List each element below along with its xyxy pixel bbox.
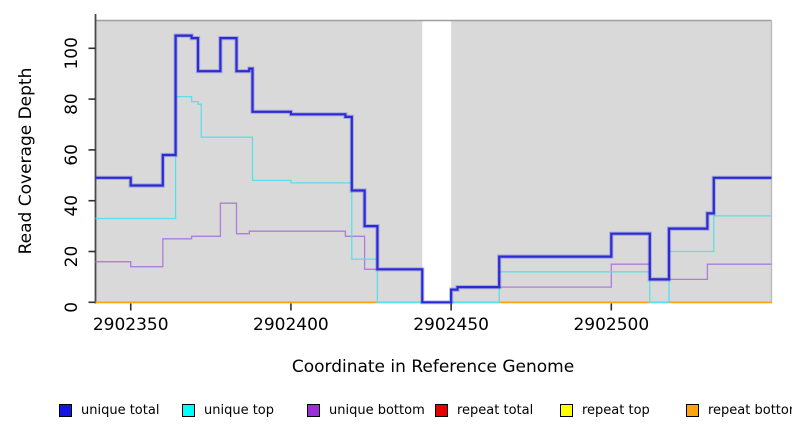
legend-swatch-unique-bottom bbox=[307, 403, 320, 417]
legend-label: repeat top bbox=[582, 402, 650, 418]
x-tick-label: 2902450 bbox=[413, 315, 489, 335]
legend-label: unique total bbox=[81, 402, 160, 418]
series-line-unique-total bbox=[95, 34, 772, 304]
legend-item-repeat-bottom: repeat bottom bbox=[686, 398, 792, 422]
legend-label: unique bottom bbox=[329, 402, 425, 418]
x-axis-title: Coordinate in Reference Genome bbox=[292, 357, 574, 377]
y-tick-labels: 0 20 40 60 80 100 bbox=[62, 37, 82, 313]
legend-label: repeat total bbox=[457, 402, 534, 418]
y-tick-label: 60 bbox=[62, 144, 82, 166]
y-tick-label: 20 bbox=[62, 246, 82, 268]
y-tick-label: 40 bbox=[62, 195, 82, 217]
coverage-gap-region bbox=[422, 20, 452, 304]
x-tick-label: 2902500 bbox=[573, 315, 649, 335]
legend: unique total unique top unique bottom re… bbox=[0, 398, 792, 424]
legend-swatch-unique-total bbox=[59, 403, 72, 417]
y-tick-label: 0 bbox=[62, 302, 82, 313]
legend-item-repeat-top: repeat top bbox=[560, 398, 650, 422]
series-line-unique-top bbox=[95, 95, 772, 303]
legend-item-unique-bottom: unique bottom bbox=[307, 398, 425, 422]
legend-swatch-repeat-bottom bbox=[686, 403, 699, 417]
y-tick-label: 100 bbox=[62, 37, 82, 69]
legend-label: repeat bottom bbox=[708, 402, 792, 418]
series-line-unique-bottom bbox=[95, 202, 772, 303]
x-tick-labels: 2902350 2902400 2902450 2902500 bbox=[93, 315, 649, 335]
legend-label: unique top bbox=[204, 402, 275, 418]
x-tick-label: 2902350 bbox=[93, 315, 169, 335]
axis-ticks bbox=[88, 47, 613, 311]
legend-item-unique-total: unique total bbox=[59, 398, 159, 422]
y-axis-title: Read Coverage Depth bbox=[16, 68, 36, 255]
legend-swatch-unique-top bbox=[182, 403, 195, 417]
x-tick-label: 2902400 bbox=[253, 315, 329, 335]
legend-swatch-repeat-top bbox=[560, 403, 573, 417]
plot-area-svg: 2902350 2902400 2902450 2902500 0 20 40 … bbox=[16, 14, 773, 377]
legend-item-unique-top: unique top bbox=[182, 398, 274, 422]
series-layer bbox=[95, 33, 772, 305]
y-tick-label: 80 bbox=[62, 93, 82, 115]
legend-item-repeat-total: repeat total bbox=[435, 398, 533, 422]
legend-swatch-repeat-total bbox=[435, 403, 448, 417]
